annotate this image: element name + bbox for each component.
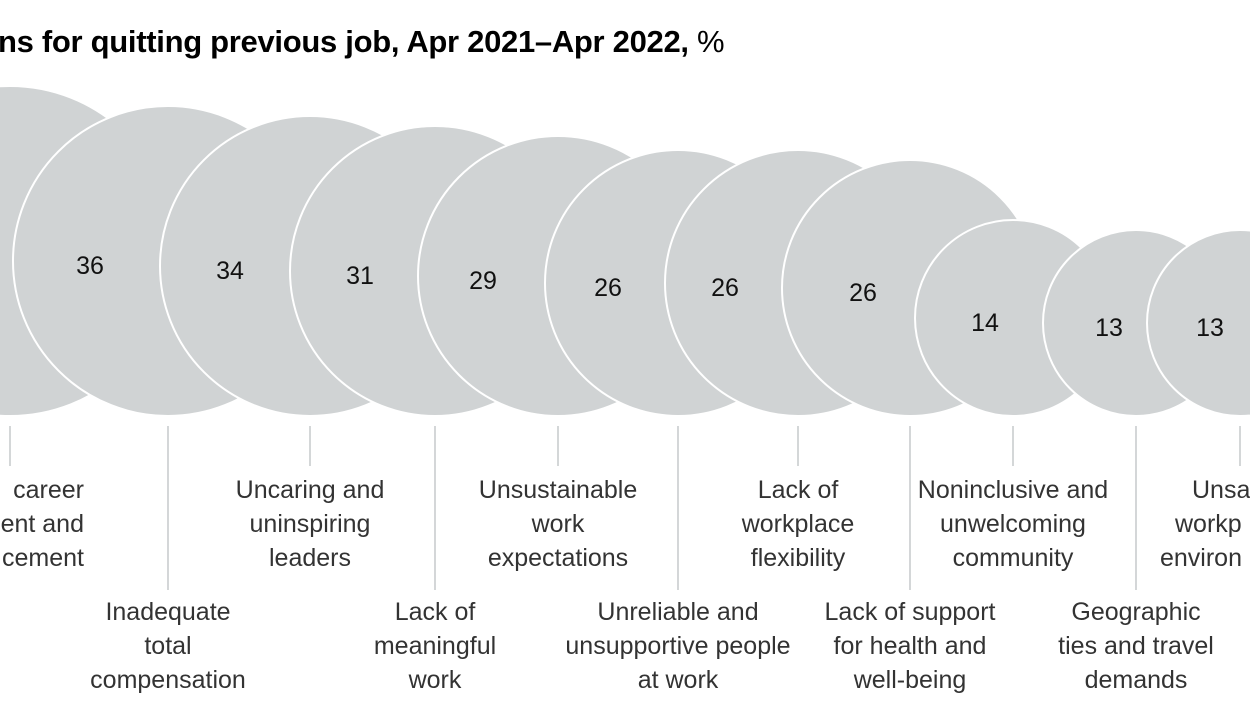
category-label-line: total	[144, 632, 191, 660]
category-label: Lack of meaningful work	[374, 598, 496, 694]
category-label: career ment and cement	[0, 476, 84, 572]
category-labels-group: career ment and cement Inadequate total compe…	[0, 476, 1250, 694]
category-label-line: ment and	[0, 510, 84, 538]
category-label: Uncaring and uninspiring leaders	[236, 476, 385, 572]
value-labels-group: 36 34 31 29 26 26 26 14 13 13	[76, 252, 1224, 342]
category-label: Noninclusive and unwelcoming community	[918, 476, 1108, 572]
bubble	[1146, 229, 1250, 417]
category-label-line: workp	[1174, 510, 1242, 538]
category-label-line: community	[953, 544, 1074, 572]
bubble-value: 31	[346, 262, 374, 290]
category-label-line: well-being	[853, 666, 967, 694]
category-label-line: Lack of	[395, 598, 476, 626]
category-label-line: Geographic	[1071, 598, 1200, 626]
leader-lines-group	[9, 426, 1241, 590]
category-label-line: compensation	[90, 666, 246, 694]
category-label-line: Unsustainable	[479, 476, 637, 504]
bubble-value: 29	[469, 267, 497, 295]
category-label-line: work	[531, 510, 585, 538]
bubble-value: 26	[594, 274, 622, 302]
bubble-value: 13	[1095, 314, 1123, 342]
category-label-line: Inadequate	[105, 598, 230, 626]
bubble-value: 13	[1196, 314, 1224, 342]
category-label-line: meaningful	[374, 632, 496, 660]
category-label: Inadequate total compensation	[90, 598, 246, 694]
category-label-line: for health and	[834, 632, 987, 660]
category-label-line: work	[408, 666, 462, 694]
category-label-line: cement	[2, 544, 84, 572]
category-label-line: demands	[1085, 666, 1188, 694]
category-label: Geographic ties and travel demands	[1058, 598, 1214, 694]
category-label-line: Lack of	[758, 476, 839, 504]
bubble-value: 36	[76, 252, 104, 280]
category-label: Lack of support for health and well-being	[825, 598, 996, 694]
category-label-line: ties and travel	[1058, 632, 1214, 660]
category-label-line: leaders	[269, 544, 351, 572]
title-unit: %	[697, 24, 725, 59]
category-label-line: at work	[638, 666, 719, 694]
category-label: Unsa workp environ	[1160, 476, 1250, 572]
bubbles-group	[0, 85, 1250, 417]
category-label-line: Lack of support	[825, 598, 996, 626]
category-label-line: workplace	[741, 510, 855, 538]
category-label-line: Noninclusive and	[918, 476, 1108, 504]
bubble-value: 14	[971, 309, 999, 337]
category-label: Unsustainable work expectations	[479, 476, 637, 572]
bubble-value: 26	[849, 279, 877, 307]
bubble-value: 26	[711, 274, 739, 302]
category-label-line: career	[13, 476, 84, 504]
category-label-line: Unsa	[1192, 476, 1250, 504]
category-label-line: Uncaring and	[236, 476, 385, 504]
category-label-line: environ	[1160, 544, 1242, 572]
category-label-line: Unreliable and	[597, 598, 758, 626]
category-label-line: uninspiring	[250, 510, 371, 538]
title-text: ns for quitting previous job, Apr 2021–A…	[0, 24, 689, 59]
bubble-value: 34	[216, 257, 244, 285]
category-label: Unreliable and unsupportive people at work	[565, 598, 790, 694]
chart-title: ns for quitting previous job, Apr 2021–A…	[0, 24, 725, 60]
category-label-line: unsupportive people	[565, 632, 790, 660]
category-label-line: unwelcoming	[940, 510, 1086, 538]
category-label-line: expectations	[488, 544, 628, 572]
category-label: Lack of workplace flexibility	[741, 476, 855, 572]
category-label-line: flexibility	[751, 544, 846, 572]
